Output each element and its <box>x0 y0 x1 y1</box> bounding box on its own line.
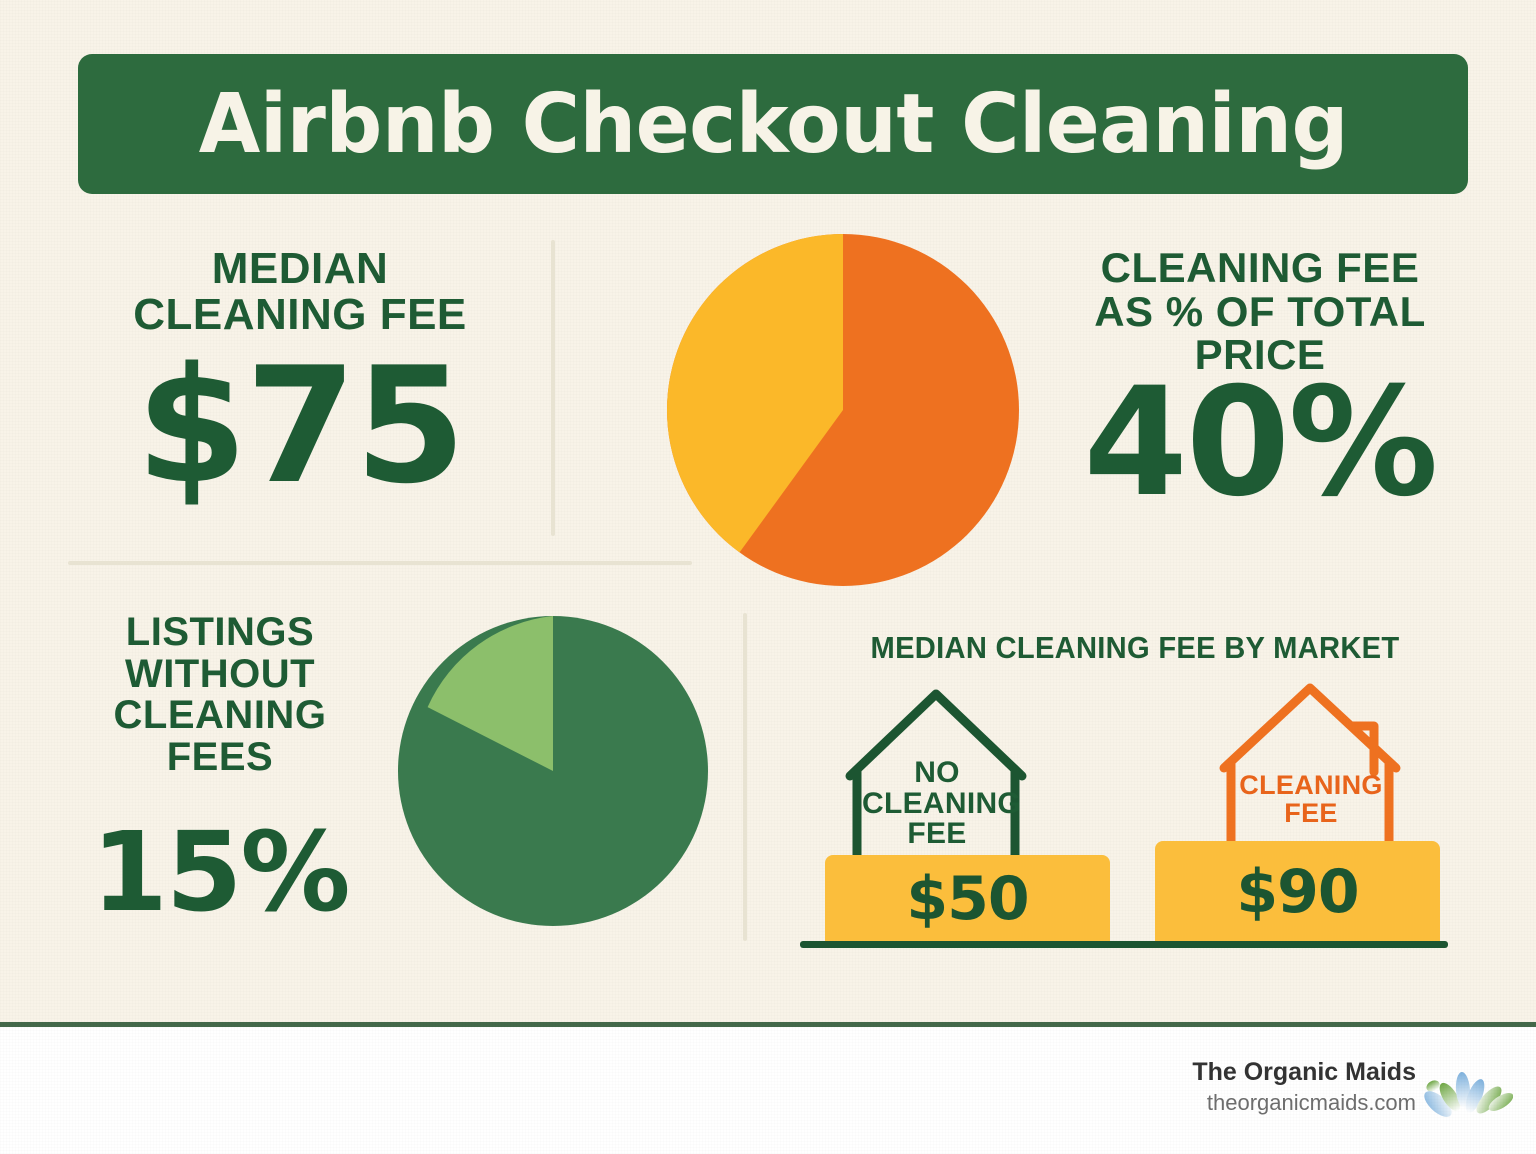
page-title: Airbnb Checkout Cleaning <box>198 76 1348 172</box>
market-section-title: MEDIAN CLEANING FEE BY MARKET <box>870 630 1400 665</box>
bar-value-no-cleaning-fee: $50 <box>906 864 1029 934</box>
listings-without-fees-label-line1: LISTINGS <box>125 610 315 654</box>
house-icon-cleaning-fee <box>1212 680 1408 853</box>
divider-vertical-bottom <box>743 613 747 941</box>
house-right-caption-line2: FEE <box>1284 797 1338 828</box>
divider-vertical-top <box>551 240 555 536</box>
median-fee-value: $75 <box>136 332 466 519</box>
footer-divider-rule <box>0 1022 1536 1027</box>
house-left-caption-line1: NO <box>914 756 960 789</box>
bar-value-cleaning-fee: $90 <box>1236 857 1359 927</box>
median-fee-label-line1: MEDIAN <box>211 244 389 293</box>
title-banner: Airbnb Checkout Cleaning <box>78 54 1468 194</box>
lotus-leaf-logo-icon <box>1417 1060 1514 1124</box>
house-right-caption-line1: CLEANING <box>1239 770 1383 800</box>
bar-chart-baseline <box>800 941 1448 948</box>
listings-without-fees-label-line2: WITHOUT <box>124 651 316 696</box>
divider-horizontal-middle <box>68 561 692 565</box>
footer-bar <box>0 1027 1536 1154</box>
fee-percent-label: CLEANING FEE AS % OF TOTAL PRICE <box>1030 246 1490 377</box>
house-caption-cleaning-fee: CLEANING FEE <box>1232 770 1390 828</box>
footer-brand-block: The Organic Maids theorganicmaids.com <box>1192 1058 1416 1116</box>
listings-without-fees-label-line3: CLEANING <box>113 693 327 738</box>
house-left-caption-line3: FEE <box>907 817 967 851</box>
listings-without-fees-label-line4: FEES <box>166 734 274 779</box>
house-outline-orange-svg <box>1219 683 1401 853</box>
pie-chart-listings-without-fees-svg <box>398 616 708 926</box>
fee-percent-value: 40% <box>1083 356 1438 530</box>
fee-percent-label-line1: CLEANING FEE <box>1100 244 1420 291</box>
house-left-caption-line2: CLEANING <box>862 786 1022 820</box>
footer-website-url: theorganicmaids.com <box>1206 1090 1416 1115</box>
fee-percent-label-line3: PRICE <box>1194 331 1326 379</box>
footer-brand-name: The Organic Maids <box>1192 1058 1416 1086</box>
fee-percent-label-line2: AS % OF TOTAL <box>1094 287 1426 335</box>
median-fee-label-line2: CLEANING FEE <box>133 289 467 339</box>
bar-no-cleaning-fee: $50 <box>825 855 1110 943</box>
house-icon-no-cleaning-fee <box>838 684 1034 867</box>
pie-chart-fee-percent-svg <box>667 234 1019 586</box>
house-caption-no-cleaning-fee: NO CLEANING FEE <box>862 756 1022 851</box>
pie-chart-listings-without-fees <box>398 616 708 926</box>
pie-chart-fee-percent-of-total <box>667 234 1019 586</box>
bar-cleaning-fee: $90 <box>1155 841 1440 943</box>
lotus-leaf-logo-svg <box>1424 1072 1514 1117</box>
listings-without-fees-label: LISTINGS WITHOUT CLEANING FEES <box>60 610 380 779</box>
house-outline-green-svg <box>845 689 1027 867</box>
listings-without-fees-value: 15% <box>91 808 350 936</box>
median-fee-label: MEDIAN CLEANING FEE <box>60 246 540 338</box>
